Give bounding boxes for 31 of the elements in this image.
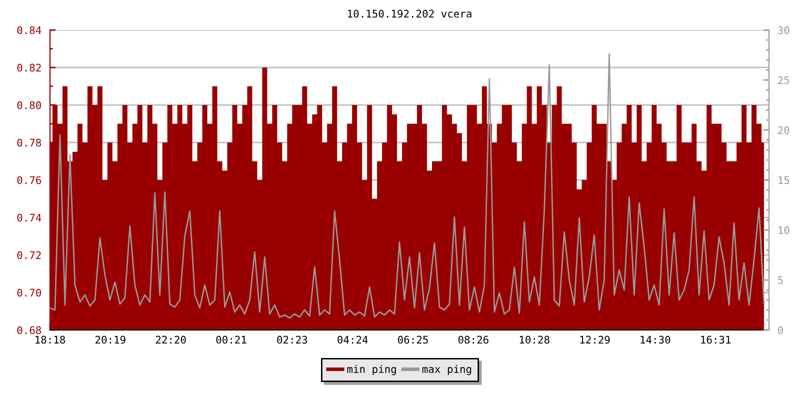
x-tick-label: 16:31	[701, 336, 731, 344]
x-tick-label: 18:18	[36, 336, 66, 344]
y-tick-label: 0.72	[17, 251, 41, 260]
y-tick-label: 0.74	[17, 214, 42, 222]
y2-tick-label: 30	[778, 26, 790, 34]
y-tick-label: 0.76	[17, 176, 41, 184]
y2-tick-label: 5	[778, 276, 783, 284]
x-tick-label: 08:26	[458, 336, 488, 344]
y2-tick-label: 20	[778, 126, 790, 134]
x-tick-label: 10:28	[520, 336, 550, 344]
x-tick-label: 06:25	[398, 336, 428, 344]
y2-tick-label: 10	[778, 226, 790, 234]
x-tick-label: 04:24	[338, 336, 368, 344]
x-tick-label: 02:23	[277, 336, 308, 344]
legend-label: min ping	[347, 364, 396, 376]
y-tick-label: 0.68	[17, 326, 41, 334]
x-tick-label: 22:20	[156, 336, 186, 344]
y2-tick-label: 15	[778, 176, 790, 184]
legend-label: max ping	[422, 364, 472, 376]
x-tick-label: 20:19	[96, 336, 126, 344]
x-tick-label: 14:30	[640, 336, 670, 344]
y-tick-label: 0.82	[17, 64, 41, 72]
y2-tick-label: 25	[778, 76, 790, 84]
y-tick-label: 0.84	[17, 26, 42, 34]
x-tick-label: 12:29	[580, 336, 610, 344]
y-tick-label: 0.70	[17, 288, 41, 297]
x-tick-label: 00:21	[216, 336, 246, 344]
chart-title: 10.150.192.202 vcera	[348, 10, 472, 18]
y2-tick-label: 0	[778, 326, 783, 334]
y-tick-label: 0.78	[17, 138, 41, 147]
y-tick-label: 0.80	[17, 101, 41, 110]
